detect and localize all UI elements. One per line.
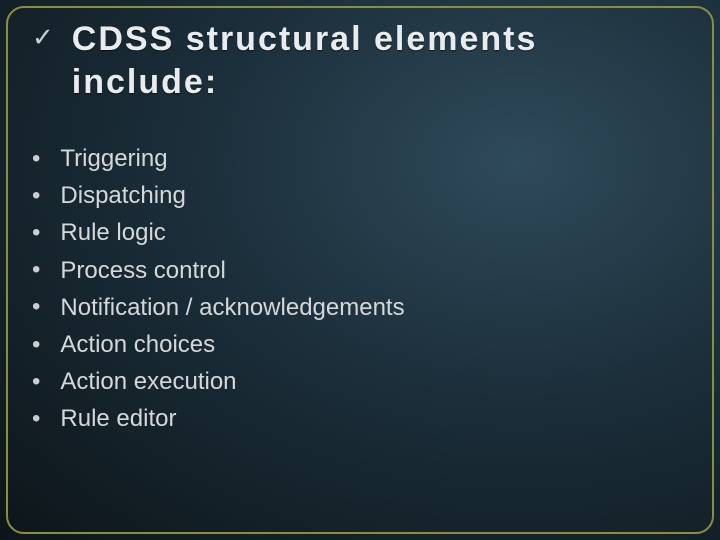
list-item: • Triggering — [32, 140, 688, 177]
heading-row: ✓ CDSS structural elements include: — [32, 18, 688, 103]
list-item-text: Rule logic — [60, 214, 688, 251]
list-item: • Process control — [32, 252, 688, 289]
list-item-text: Triggering — [60, 140, 688, 177]
bullet-icon: • — [32, 295, 40, 319]
list-item: • Action choices — [32, 326, 688, 363]
check-icon: ✓ — [32, 24, 54, 50]
list-item-text: Action choices — [60, 326, 688, 363]
list-item-text: Action execution — [60, 363, 688, 400]
bullet-icon: • — [32, 333, 40, 357]
list-item-text: Rule editor — [60, 400, 688, 437]
list-item: • Rule editor — [32, 400, 688, 437]
bullet-icon: • — [32, 407, 40, 431]
bullet-icon: • — [32, 184, 40, 208]
list-item-text: Process control — [60, 252, 688, 289]
bullet-icon: • — [32, 147, 40, 171]
bullet-icon: • — [32, 370, 40, 394]
slide-heading: CDSS structural elements include: — [72, 18, 688, 103]
slide: ✓ CDSS structural elements include: • Tri… — [0, 0, 720, 540]
list-item-text: Dispatching — [60, 177, 688, 214]
list-item: • Action execution — [32, 363, 688, 400]
list-item: • Dispatching — [32, 177, 688, 214]
bullet-icon: • — [32, 221, 40, 245]
list-item: • Rule logic — [32, 214, 688, 251]
list-item-text: Notification / acknowledgements — [60, 289, 688, 326]
bullet-icon: • — [32, 258, 40, 282]
list-item: • Notification / acknowledgements — [32, 289, 688, 326]
bullet-list: • Triggering • Dispatching • Rule logic • Proce… — [32, 140, 688, 438]
